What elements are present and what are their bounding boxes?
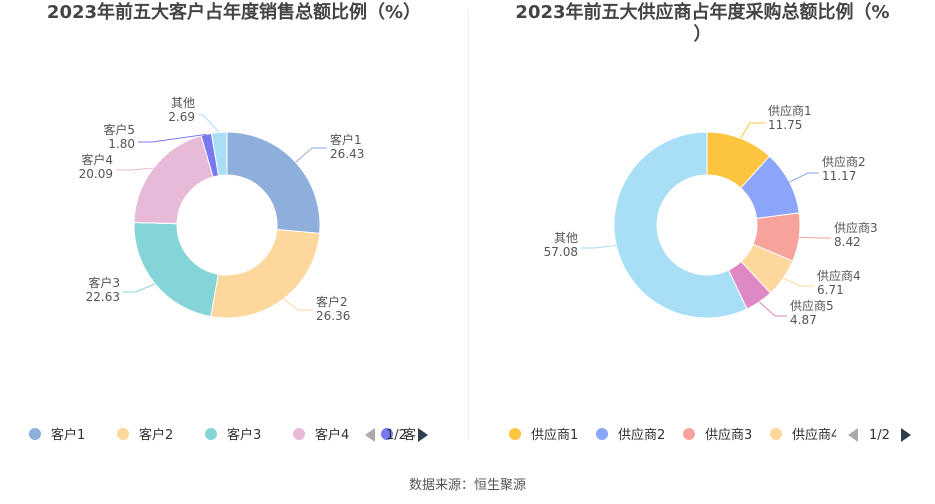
legend-page-indicator: 1/2	[386, 428, 407, 443]
slice-label-name-5: 客户5	[103, 122, 135, 137]
slice-label-value-2: 26.36	[316, 309, 350, 323]
slice-label-name-6: 其他	[171, 96, 195, 110]
leader-line-2	[789, 172, 819, 183]
legend-marker-3[interactable]	[205, 428, 217, 440]
slice-label-name-4: 客户4	[81, 152, 113, 167]
donut-slice-3[interactable]	[133, 222, 219, 318]
slice-label-value-1: 26.43	[330, 147, 364, 161]
legend-label-4[interactable]: 客户4	[315, 427, 349, 443]
slice-label-name-2: 客户2	[316, 294, 348, 309]
legend-marker-3[interactable]	[683, 428, 695, 440]
legend-marker-4[interactable]	[770, 428, 782, 440]
slice-label-value-2: 11.17	[822, 169, 856, 183]
leader-line-1	[740, 122, 765, 139]
slice-label-name-3: 客户3	[88, 275, 120, 290]
leader-line-4	[783, 277, 814, 287]
donut-slice-6[interactable]	[613, 131, 748, 319]
leader-line-4	[116, 167, 154, 171]
slice-label-value-1: 11.75	[768, 118, 802, 132]
legend-fade	[353, 422, 365, 446]
chart-divider	[468, 10, 469, 440]
right-chart-title: 2023年前五大供应商占年度采购总额比例（% ）	[470, 2, 935, 46]
donut-slice-6[interactable]	[210, 131, 228, 177]
leader-line-1	[295, 147, 327, 163]
slice-label-name-1: 客户1	[330, 132, 362, 147]
left-chart-title: 2023年前五大客户占年度销售总额比例（%）	[46, 2, 422, 23]
legend-fade	[836, 422, 848, 446]
leader-line-6	[581, 245, 617, 249]
leader-line-6	[198, 114, 220, 133]
leader-line-3	[123, 283, 156, 293]
right-chart-title-line2: ）	[693, 24, 712, 45]
legend-label-2[interactable]: 供应商2	[618, 427, 665, 443]
slice-label-value-5: 1.80	[108, 137, 135, 151]
slice-label-value-5: 4.87	[790, 313, 817, 327]
slice-label-value-6: 57.08	[544, 245, 578, 259]
legend-next-icon[interactable]	[418, 428, 428, 442]
legend-next-icon[interactable]	[901, 428, 911, 442]
left-legend: 客户1 客户2 客户3 客户4 客1/2	[29, 422, 428, 446]
legend-marker-1[interactable]	[29, 428, 41, 440]
legend-page-indicator: 1/2	[869, 428, 890, 443]
slice-label-name-5: 供应商5	[790, 298, 834, 313]
slice-label-name-2: 供应商2	[822, 154, 866, 169]
donut-slice-1[interactable]	[226, 131, 321, 234]
leader-line-5	[759, 301, 787, 317]
legend-marker-2[interactable]	[596, 428, 608, 440]
leader-line-3	[799, 236, 831, 239]
legend-label-2[interactable]: 客户2	[139, 427, 173, 443]
legend-label-3[interactable]: 客户3	[227, 427, 261, 443]
legend-marker-2[interactable]	[117, 428, 129, 440]
slice-label-value-3: 8.42	[834, 235, 861, 249]
legend-marker-1[interactable]	[509, 428, 521, 440]
slice-label-value-4: 6.71	[817, 283, 844, 297]
legend-label-1[interactable]: 客户1	[51, 427, 85, 443]
legend-label-1[interactable]: 供应商1	[531, 427, 578, 443]
slice-label-value-4: 20.09	[79, 167, 113, 181]
right-legend: 供应商1 供应商2 供应商3 供应商4 1/2	[509, 422, 911, 446]
slice-label-name-3: 供应商3	[834, 220, 878, 235]
legend-label-5[interactable]: 客	[403, 427, 416, 443]
right-chart-title-line1: 2023年前五大供应商占年度采购总额比例（%	[515, 2, 890, 23]
slice-label-name-6: 其他	[554, 231, 578, 245]
legend-label-4[interactable]: 供应商4	[792, 427, 839, 443]
donut-slice-2[interactable]	[210, 228, 321, 319]
slice-label-name-1: 供应商1	[768, 103, 812, 118]
legend-label-3[interactable]: 供应商3	[705, 427, 752, 443]
slice-label-value-6: 2.69	[168, 110, 195, 124]
slice-label-name-4: 供应商4	[817, 268, 861, 283]
leader-line-2	[283, 298, 313, 311]
legend-prev-icon[interactable]	[848, 428, 858, 442]
legend-marker-5[interactable]	[381, 428, 393, 440]
legend-marker-4[interactable]	[293, 428, 305, 440]
donut-slice-4[interactable]	[133, 135, 214, 225]
legend-prev-icon[interactable]	[365, 428, 375, 442]
slice-label-value-3: 22.63	[86, 290, 120, 304]
leader-line-5	[138, 133, 207, 143]
data-source: 数据来源：恒生聚源	[408, 478, 526, 493]
